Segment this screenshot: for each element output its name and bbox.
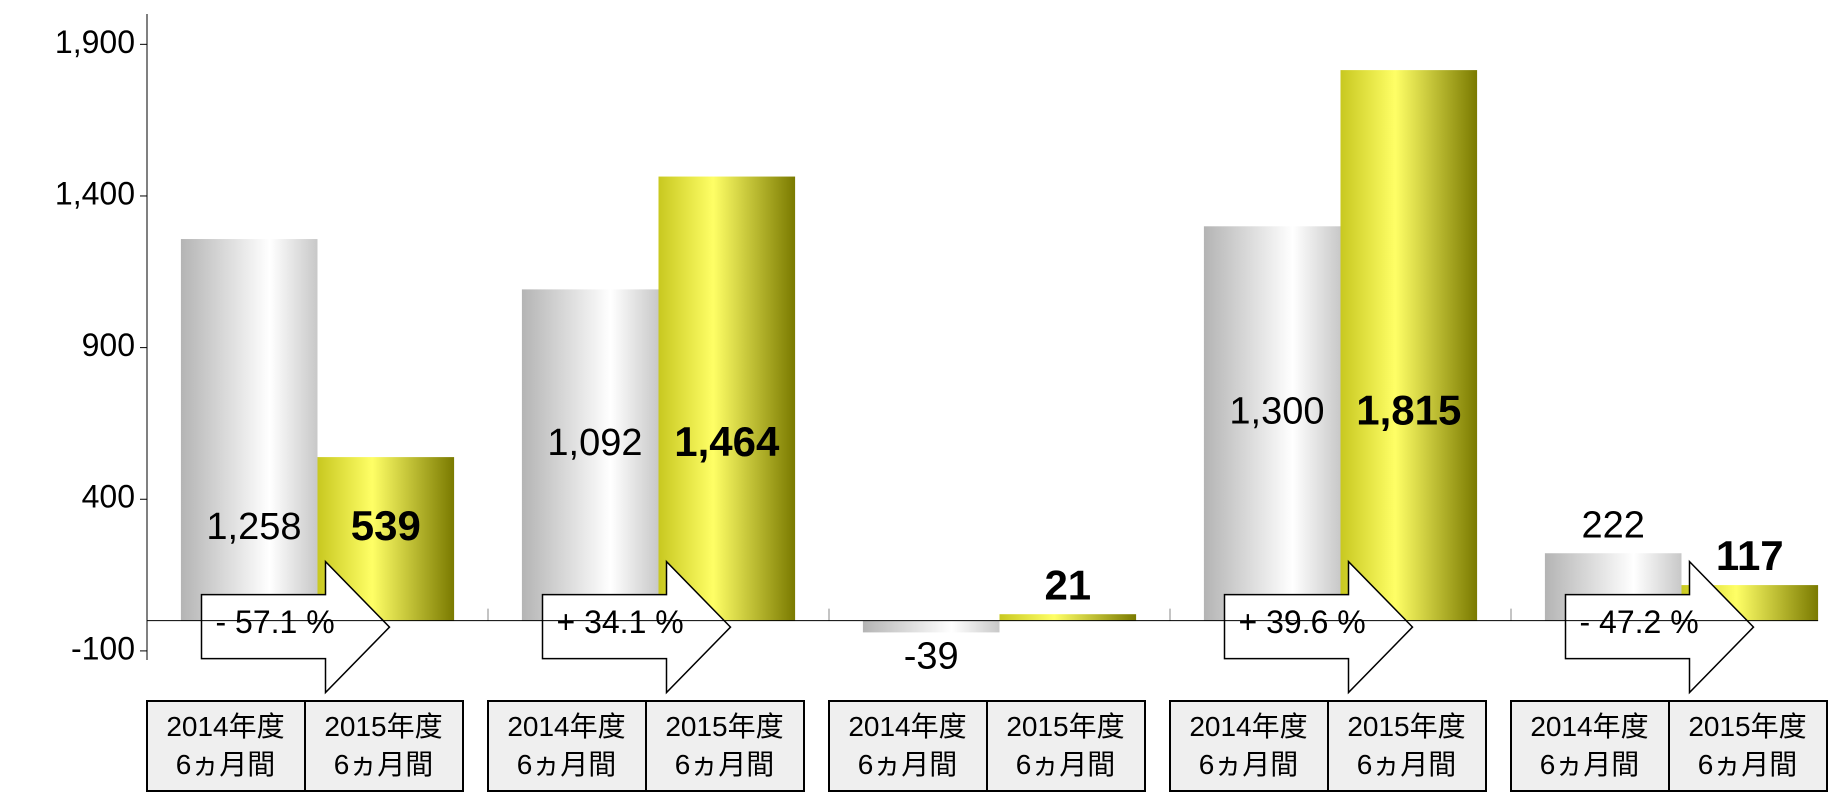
change-arrow bbox=[1223, 559, 1414, 695]
bar bbox=[1340, 70, 1478, 621]
change-label: + 39.6 % bbox=[1239, 604, 1366, 640]
category-cell: 2015年度 6ヵ月間 bbox=[644, 700, 805, 792]
value-label: 1,258 bbox=[206, 506, 301, 548]
category-cell: 2014年度 6ヵ月間 bbox=[145, 700, 306, 792]
y-tick-label: 1,900 bbox=[55, 24, 135, 60]
category-cell: 2014年度 6ヵ月間 bbox=[486, 700, 647, 792]
y-tick-label: 1,400 bbox=[55, 175, 135, 211]
bar bbox=[521, 289, 659, 621]
bar bbox=[180, 239, 318, 621]
value-label: 1,300 bbox=[1229, 390, 1324, 432]
change-arrow bbox=[1564, 559, 1755, 695]
bar bbox=[862, 620, 1000, 633]
bar bbox=[1203, 226, 1341, 621]
change-label: + 34.1 % bbox=[557, 604, 684, 640]
value-label: 117 bbox=[1716, 532, 1784, 579]
category-cell: 2015年度 6ヵ月間 bbox=[1667, 700, 1828, 792]
category-cell: 2015年度 6ヵ月間 bbox=[303, 700, 464, 792]
value-label: 539 bbox=[351, 502, 421, 549]
y-tick-label: 900 bbox=[82, 327, 135, 363]
value-label: 1,092 bbox=[547, 422, 642, 464]
category-cell: 2014年度 6ヵ月間 bbox=[1509, 700, 1670, 792]
category-cell: 2014年度 6ヵ月間 bbox=[827, 700, 988, 792]
value-label: -39 bbox=[904, 635, 959, 677]
bar bbox=[658, 176, 796, 621]
change-arrow bbox=[541, 559, 732, 695]
value-label: 222 bbox=[1581, 504, 1644, 546]
y-tick-label: -100 bbox=[71, 630, 135, 666]
category-cell: 2014年度 6ヵ月間 bbox=[1168, 700, 1329, 792]
category-cell: 2015年度 6ヵ月間 bbox=[985, 700, 1146, 792]
value-label: 21 bbox=[1044, 561, 1091, 608]
change-label: - 57.1 % bbox=[216, 604, 335, 640]
value-label: 1,464 bbox=[674, 418, 780, 465]
value-label: 1,815 bbox=[1356, 387, 1461, 434]
change-arrow bbox=[200, 559, 391, 695]
bar bbox=[999, 614, 1137, 621]
y-tick-label: 400 bbox=[82, 479, 135, 515]
change-label: - 47.2 % bbox=[1580, 604, 1699, 640]
category-cell: 2015年度 6ヵ月間 bbox=[1326, 700, 1487, 792]
